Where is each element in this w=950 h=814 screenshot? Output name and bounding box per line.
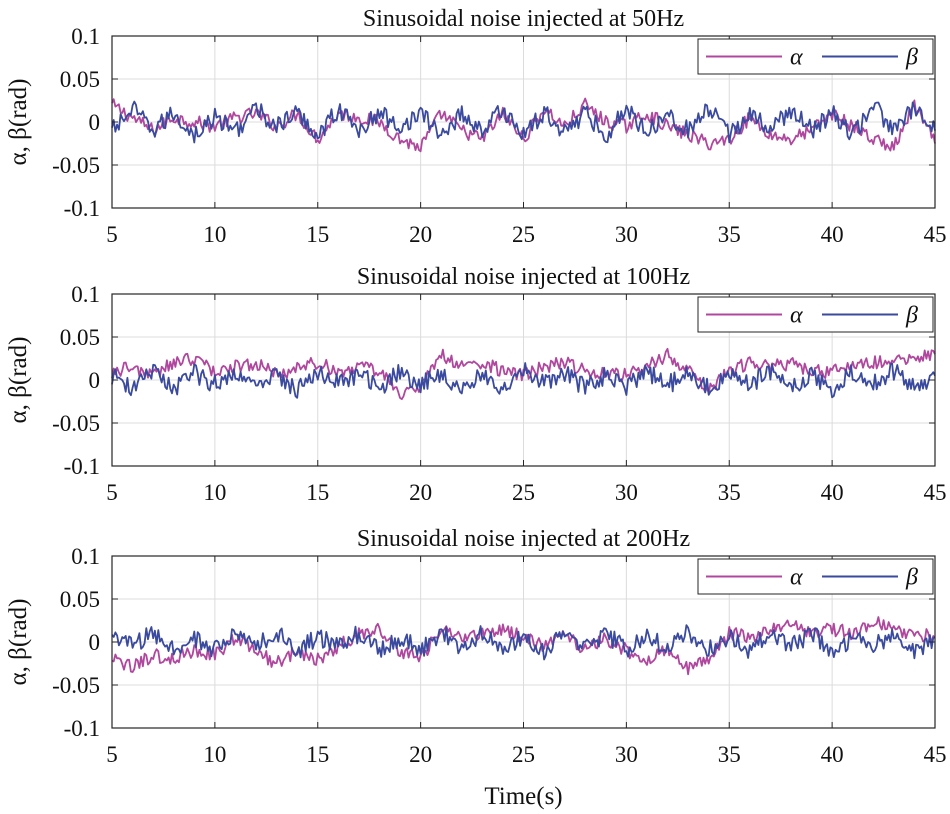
x-tick-label: 10 — [203, 480, 226, 505]
x-tick-label: 40 — [821, 222, 844, 247]
y-tick-label: 0.1 — [71, 282, 100, 307]
y-tick-label: 0.1 — [71, 24, 100, 49]
x-tick-label: 25 — [512, 742, 535, 767]
y-tick-label: 0 — [89, 110, 101, 135]
x-tick-label: 35 — [718, 742, 741, 767]
y-tick-label: 0.1 — [71, 544, 100, 569]
x-tick-label: 15 — [306, 742, 329, 767]
x-tick-label: 5 — [106, 742, 118, 767]
x-tick-label: 5 — [106, 480, 118, 505]
x-tick-label: 25 — [512, 480, 535, 505]
x-tick-label: 40 — [821, 742, 844, 767]
x-tick-label: 10 — [203, 742, 226, 767]
x-tick-label: 5 — [106, 222, 118, 247]
x-tick-label: 30 — [615, 480, 638, 505]
y-tick-label: 0 — [89, 630, 101, 655]
legend-label-alpha: α — [790, 45, 803, 71]
x-tick-label: 15 — [306, 222, 329, 247]
y-tick-label: -0.1 — [64, 196, 100, 221]
x-tick-label: 35 — [718, 222, 741, 247]
series-line-beta — [111, 624, 936, 661]
legend-label-beta: β — [905, 303, 918, 329]
y-tick-label: -0.05 — [52, 673, 100, 698]
x-tick-label: 15 — [306, 480, 329, 505]
y-tick-label: 0.05 — [60, 325, 100, 350]
x-tick-label: 20 — [409, 222, 432, 247]
series-line-beta — [111, 362, 936, 399]
y-tick-label: 0.05 — [60, 587, 100, 612]
x-tick-label: 10 — [203, 222, 226, 247]
y-tick-label: -0.1 — [64, 454, 100, 479]
chart-panel: 5 10 15 20 25 30 35 40 45 0.1 0.05 0 -0.05 -0.1 Sinuso… — [5, 526, 947, 810]
legend-label-alpha: α — [790, 303, 803, 329]
y-tick-label: -0.05 — [52, 411, 100, 436]
y-tick-label: -0.1 — [64, 716, 100, 741]
chart-title: Sinusoidal noise injected at 200Hz — [357, 526, 690, 552]
x-tick-label: 30 — [615, 742, 638, 767]
x-axis-label: Time(s) — [484, 783, 562, 810]
chart-title: Sinusoidal noise injected at 50Hz — [363, 6, 684, 32]
x-tick-label: 35 — [718, 480, 741, 505]
y-tick-label: 0.05 — [60, 67, 100, 92]
legend-label-beta: β — [905, 45, 918, 71]
x-tick-label: 45 — [924, 742, 947, 767]
chart-title: Sinusoidal noise injected at 100Hz — [357, 264, 690, 290]
y-tick-label: -0.05 — [52, 153, 100, 178]
y-axis-label: α, β(rad) — [5, 599, 32, 686]
x-tick-label: 45 — [924, 480, 947, 505]
x-tick-label: 40 — [821, 480, 844, 505]
series-line-alpha — [111, 616, 936, 676]
y-tick-label: 0 — [89, 368, 101, 393]
x-tick-label: 20 — [409, 480, 432, 505]
y-axis-label: α, β(rad) — [5, 79, 32, 166]
series-line-alpha — [111, 97, 936, 153]
chart-panel: 5 10 15 20 25 30 35 40 45 0.1 0.05 0 -0.05 -0.1 Sinuso… — [5, 264, 947, 505]
chart-panel: 5 10 15 20 25 30 35 40 45 0.1 0.05 0 -0.05 -0.1 Sinuso… — [5, 6, 947, 247]
y-axis-label: α, β(rad) — [5, 337, 32, 424]
legend-label-beta: β — [905, 565, 918, 591]
legend-label-alpha: α — [790, 565, 803, 591]
x-tick-label: 45 — [924, 222, 947, 247]
x-tick-label: 30 — [615, 222, 638, 247]
x-tick-label: 25 — [512, 222, 535, 247]
x-tick-label: 20 — [409, 742, 432, 767]
series-line-beta — [111, 100, 936, 144]
